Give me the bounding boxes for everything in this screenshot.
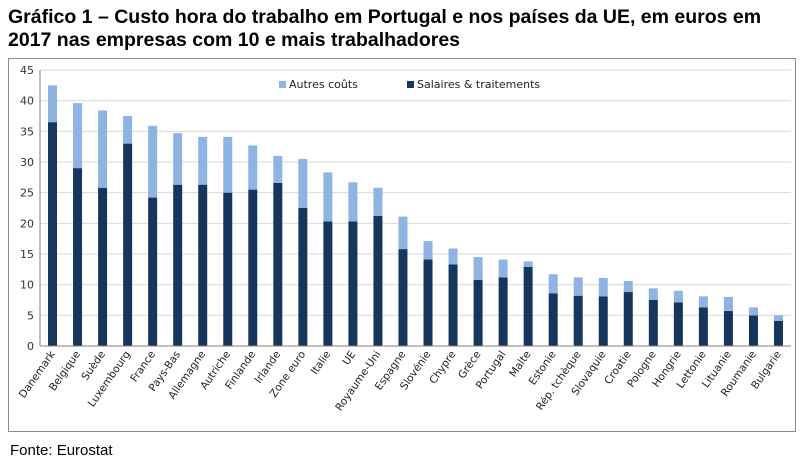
bar-segment-salaires xyxy=(673,302,683,346)
bar-segment-autres xyxy=(198,136,208,185)
bar-segment-salaires xyxy=(98,187,108,346)
bar-segment-salaires xyxy=(273,182,283,346)
bar-segment-autres xyxy=(423,241,433,260)
bar-segment-autres xyxy=(698,296,708,308)
bar-segment-autres xyxy=(498,259,508,278)
legend-label: Salaires & traitements xyxy=(417,78,540,91)
bar-segment-salaires xyxy=(448,264,458,346)
y-tick-label: 15 xyxy=(20,248,34,261)
legend-swatch xyxy=(279,81,286,88)
bar-segment-salaires xyxy=(373,215,383,346)
x-tick-label: Italie xyxy=(309,349,334,377)
y-tick-label: 25 xyxy=(20,187,34,200)
bar-segment-salaires xyxy=(748,315,758,346)
bar-segment-autres xyxy=(623,280,633,293)
bar-segment-autres xyxy=(323,172,333,222)
bar-segment-autres xyxy=(548,274,558,294)
chart-area: 0 5 10 15 20 25 30 35 40 45 Danemark Belgique Suède… xyxy=(8,58,796,432)
bar-segment-salaires xyxy=(698,307,708,346)
y-tick-label: 5 xyxy=(27,309,34,322)
y-tick-label: 30 xyxy=(20,156,34,169)
bar-segment-autres xyxy=(48,85,58,123)
bar-segment-autres xyxy=(173,133,183,185)
bar-segment-autres xyxy=(273,155,283,183)
y-tick-label: 45 xyxy=(20,64,34,77)
bar-segment-salaires xyxy=(648,300,658,346)
bar-segment-autres xyxy=(648,288,658,300)
bar-segment-autres xyxy=(473,257,483,280)
source-note: Fonte: Eurostat xyxy=(10,442,113,459)
bar-chart: 0 5 10 15 20 25 30 35 40 45 DanemarkBelgiqueSuède… xyxy=(17,64,791,413)
bar-segment-salaires xyxy=(73,168,83,346)
bar-segment-salaires xyxy=(148,197,158,346)
bar-segment-salaires xyxy=(298,208,308,346)
bar-segment-salaires xyxy=(198,184,208,346)
bar-segment-autres xyxy=(448,248,458,265)
bar-segment-salaires xyxy=(623,292,633,346)
y-tick-label: 35 xyxy=(20,125,34,138)
y-tick-label: 20 xyxy=(20,217,34,230)
bar-segment-salaires xyxy=(523,266,533,346)
bar-segment-autres xyxy=(598,277,608,297)
bar-segment-salaires xyxy=(248,189,258,346)
bar-segment-autres xyxy=(573,277,583,296)
bar-segment-salaires xyxy=(123,143,133,346)
x-tick-label: Chypre xyxy=(427,349,458,387)
y-axis-ticks: 0 5 10 15 20 25 30 35 40 45 xyxy=(20,64,34,353)
bar-segment-autres xyxy=(748,307,758,316)
bar-segment-autres xyxy=(373,187,383,216)
x-tick-label: UE xyxy=(340,349,358,368)
bar-segment-autres xyxy=(148,125,158,198)
bar-segment-autres xyxy=(123,116,133,144)
bar-segment-salaires xyxy=(598,296,608,346)
bar-segment-autres xyxy=(98,110,108,188)
bar-segment-autres xyxy=(223,136,233,193)
bar-segment-salaires xyxy=(573,295,583,346)
bar-segment-salaires xyxy=(398,249,408,346)
bar-segment-salaires xyxy=(48,122,58,346)
x-tick-label: Danemark xyxy=(17,348,59,400)
bar-segment-autres xyxy=(248,145,258,190)
bar-segment-salaires xyxy=(773,320,783,346)
bars xyxy=(48,85,783,346)
bar-segment-salaires xyxy=(498,277,508,346)
bar-segment-autres xyxy=(298,158,308,208)
y-tick-label: 40 xyxy=(20,95,34,108)
bar-segment-salaires xyxy=(173,184,183,346)
bar-segment-autres xyxy=(348,182,358,222)
bar-segment-salaires xyxy=(323,221,333,346)
bar-segment-autres xyxy=(773,315,783,321)
chart-title: Gráfico 1 – Custo hora do trabalho em Po… xyxy=(8,6,762,51)
bar-segment-autres xyxy=(673,290,683,303)
bar-segment-autres xyxy=(523,261,533,267)
gridlines xyxy=(40,69,791,316)
y-tick-label: 10 xyxy=(20,279,34,292)
bar-segment-salaires xyxy=(423,259,433,346)
bar-segment-salaires xyxy=(723,311,733,346)
bar-segment-autres xyxy=(73,103,83,169)
bar-segment-salaires xyxy=(473,279,483,346)
axes xyxy=(39,70,791,347)
y-tick-label: 0 xyxy=(27,340,34,353)
bar-segment-autres xyxy=(723,296,733,312)
legend-swatch xyxy=(407,81,414,88)
bar-segment-salaires xyxy=(348,221,358,346)
x-axis-ticks: DanemarkBelgiqueSuèdeLuxembourgFrancePay… xyxy=(17,348,784,413)
bar-segment-salaires xyxy=(223,192,233,346)
legend: Autres coûts Salaires & traitements xyxy=(279,78,540,91)
legend-label: Autres coûts xyxy=(289,78,358,91)
bar-segment-salaires xyxy=(548,293,558,346)
bar-segment-autres xyxy=(398,216,408,250)
